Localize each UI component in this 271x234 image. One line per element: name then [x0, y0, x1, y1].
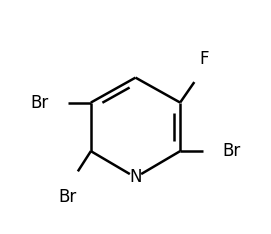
Text: Br: Br [31, 94, 49, 112]
Text: N: N [129, 168, 142, 186]
Text: Br: Br [222, 142, 240, 160]
Text: Br: Br [58, 188, 76, 206]
Text: F: F [199, 50, 208, 68]
